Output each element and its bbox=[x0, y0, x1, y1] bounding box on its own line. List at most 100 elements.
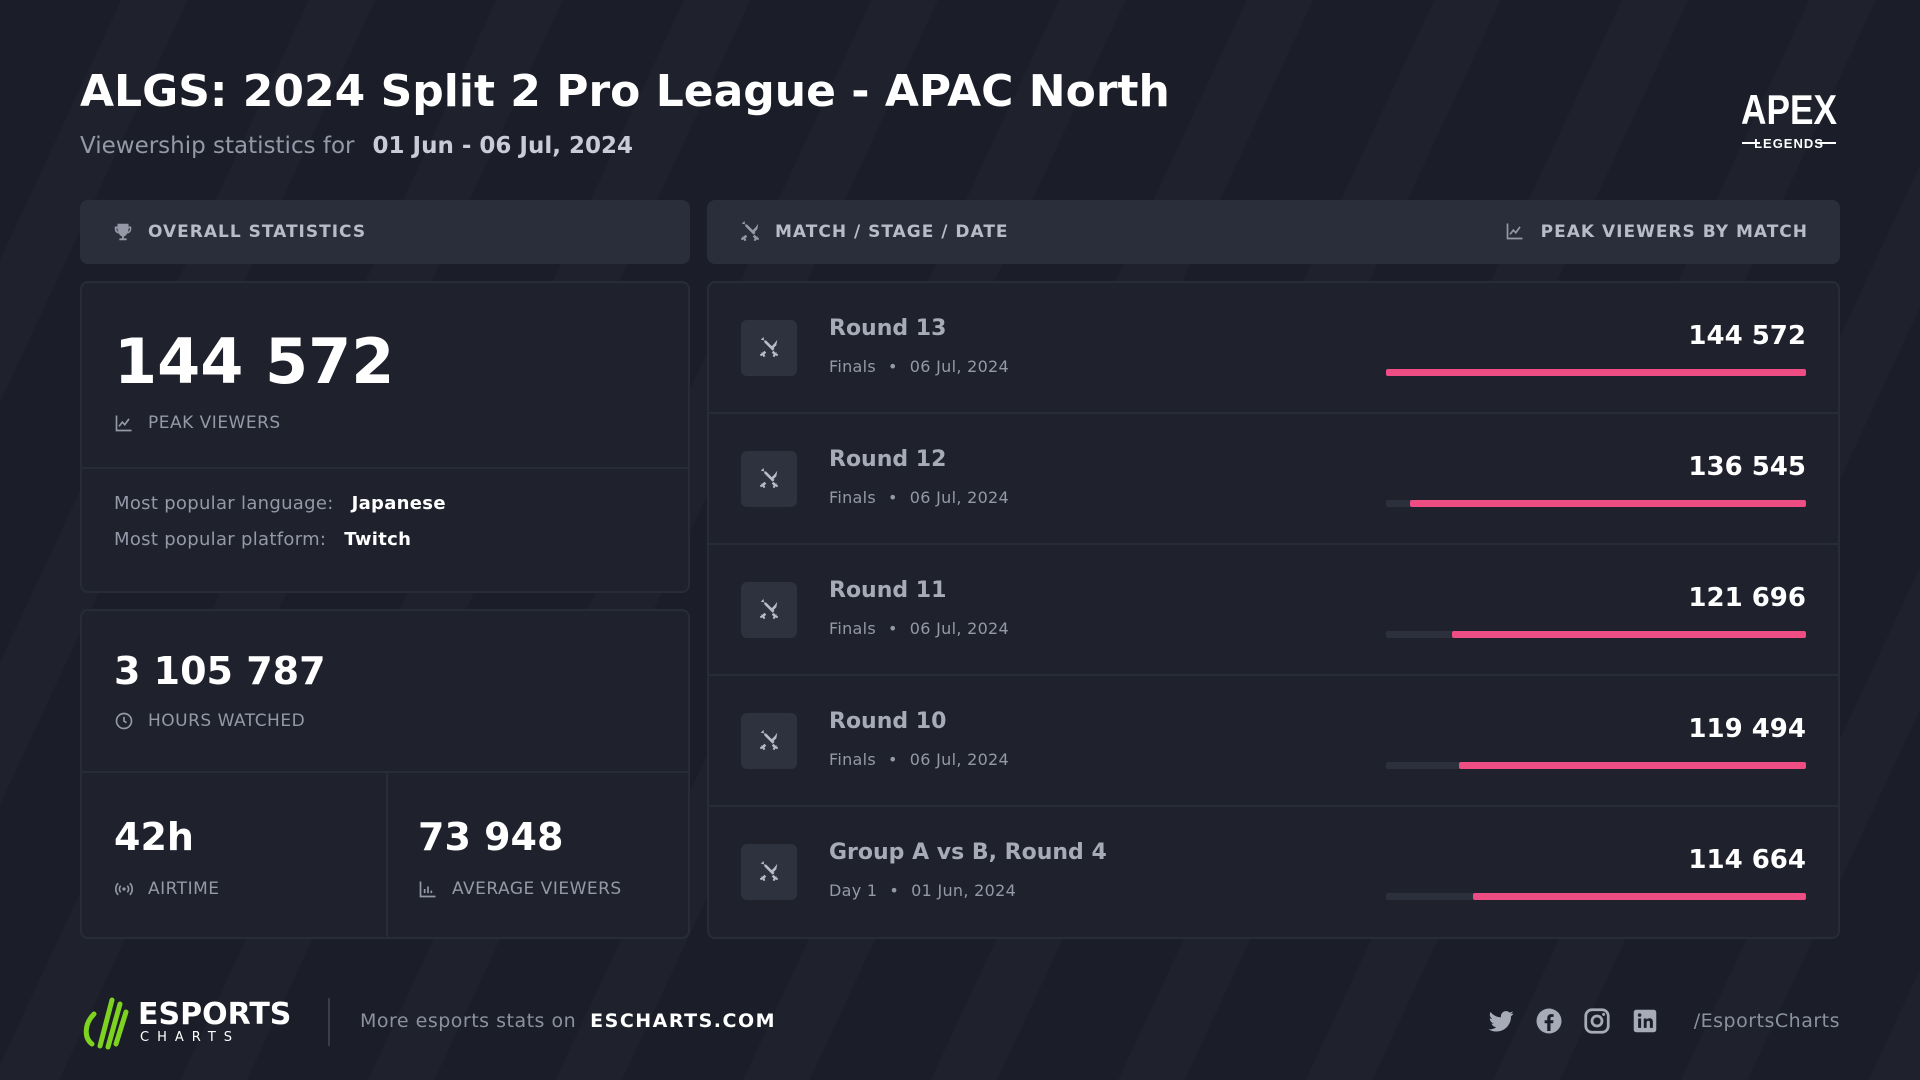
peak-viewers-label: PEAK VIEWERS bbox=[148, 413, 281, 433]
subtitle-prefix: Viewership statistics for bbox=[80, 133, 355, 159]
match-row: Round 10 Finals • 06 Jul, 2024 119 494 bbox=[709, 676, 1838, 807]
airtime-value: 42h bbox=[114, 815, 194, 859]
match-row: Round 11 Finals • 06 Jul, 2024 121 696 bbox=[709, 545, 1838, 676]
popular-platform-row: Most popular platform: Twitch bbox=[114, 529, 411, 550]
match-peak-value: 119 494 bbox=[1688, 714, 1806, 744]
match-date: 06 Jul, 2024 bbox=[909, 357, 1010, 376]
footer-divider bbox=[328, 998, 330, 1046]
popular-language-value: Japanese bbox=[351, 493, 446, 514]
match-meta: Finals • 06 Jul, 2024 bbox=[829, 619, 1010, 638]
match-list-header: MATCH / STAGE / DATE PEAK VIEWERS BY MAT… bbox=[707, 200, 1840, 264]
row-divider bbox=[709, 805, 1838, 807]
peak-bar-track bbox=[1386, 369, 1806, 376]
logo-main-text: ESPORTS bbox=[138, 996, 292, 1032]
hours-watched-card: 3 105 787 HOURS WATCHED 42h AIRTIME 73 9… bbox=[80, 609, 690, 939]
peak-bar-fill bbox=[1452, 631, 1806, 638]
bar-chart-icon bbox=[418, 879, 438, 899]
average-viewers-label: AVERAGE VIEWERS bbox=[452, 879, 622, 899]
crossed-swords-icon bbox=[741, 451, 797, 507]
row-divider bbox=[709, 674, 1838, 676]
divider bbox=[82, 467, 688, 469]
match-stage: Finals bbox=[829, 488, 877, 507]
logo-sub-text: CHARTS bbox=[140, 1029, 241, 1045]
instagram-icon[interactable] bbox=[1582, 1006, 1612, 1036]
apex-logo-subtext: LEGENDS bbox=[1754, 136, 1824, 151]
trophy-icon bbox=[112, 221, 134, 243]
airtime-label: AIRTIME bbox=[148, 879, 220, 899]
peak-viewers-card: 144 572 PEAK VIEWERS Most popular langua… bbox=[80, 281, 690, 593]
site-link[interactable]: ESCHARTS.COM bbox=[590, 1010, 777, 1032]
match-meta: Day 1 • 01 Jun, 2024 bbox=[829, 881, 1017, 900]
esports-charts-logo[interactable]: ESPORTS CHARTS bbox=[80, 994, 291, 1050]
match-date: 06 Jul, 2024 bbox=[909, 619, 1010, 638]
facebook-icon[interactable] bbox=[1534, 1006, 1564, 1036]
match-stage: Finals bbox=[829, 750, 877, 769]
match-peak-value: 114 664 bbox=[1688, 845, 1806, 875]
page-header: ALGS: 2024 Split 2 Pro League - APAC Nor… bbox=[80, 66, 1170, 159]
overall-statistics-heading: OVERALL STATISTICS bbox=[148, 222, 367, 242]
more-stats-label: More esports stats on bbox=[360, 1010, 577, 1032]
esports-charts-mark-icon bbox=[83, 997, 129, 1050]
popular-platform-value: Twitch bbox=[344, 529, 412, 550]
footer: ESPORTS CHARTS More esports stats on ESCH… bbox=[80, 990, 1840, 1054]
peak-viewers-heading: PEAK VIEWERS BY MATCH bbox=[1540, 222, 1808, 242]
popular-platform-label: Most popular platform: bbox=[114, 529, 327, 550]
linkedin-icon[interactable] bbox=[1630, 1006, 1660, 1036]
match-peak-value: 144 572 bbox=[1688, 321, 1806, 351]
match-stage: Finals bbox=[829, 619, 877, 638]
hours-watched-value: 3 105 787 bbox=[114, 649, 326, 693]
average-viewers-label-row: AVERAGE VIEWERS bbox=[418, 879, 622, 899]
popular-language-row: Most popular language: Japanese bbox=[114, 493, 446, 514]
match-name: Round 10 bbox=[829, 709, 947, 734]
crossed-swords-icon bbox=[741, 844, 797, 900]
more-stats-text: More esports stats on ESCHARTS.COM bbox=[360, 1010, 776, 1032]
social-handle[interactable]: /EsportsCharts bbox=[1693, 1010, 1840, 1032]
match-row: Round 12 Finals • 06 Jul, 2024 136 545 bbox=[709, 414, 1838, 545]
hours-watched-label: HOURS WATCHED bbox=[148, 711, 306, 731]
peak-bar-fill bbox=[1386, 369, 1806, 376]
peak-bar-track bbox=[1386, 500, 1806, 507]
peak-bar-track bbox=[1386, 631, 1806, 638]
match-row: Round 13 Finals • 06 Jul, 2024 144 572 bbox=[709, 283, 1838, 414]
peak-bar-track bbox=[1386, 762, 1806, 769]
peak-bar-fill bbox=[1409, 500, 1806, 507]
hours-watched-label-row: HOURS WATCHED bbox=[114, 711, 305, 731]
crossed-swords-icon bbox=[741, 320, 797, 376]
page-title: ALGS: 2024 Split 2 Pro League - APAC Nor… bbox=[80, 66, 1170, 117]
vertical-divider bbox=[386, 773, 388, 937]
crossed-swords-icon bbox=[741, 713, 797, 769]
page-subtitle: Viewership statistics for 01 Jun - 06 Jul… bbox=[80, 133, 1170, 159]
broadcast-icon bbox=[114, 879, 134, 899]
peak-bar-fill bbox=[1458, 762, 1806, 769]
match-meta: Finals • 06 Jul, 2024 bbox=[829, 357, 1010, 376]
date-range: 01 Jun - 06 Jul, 2024 bbox=[372, 133, 633, 159]
peak-bar-track bbox=[1386, 893, 1806, 900]
match-stage: Finals bbox=[829, 357, 877, 376]
match-name: Round 12 bbox=[829, 447, 947, 472]
match-stage: Day 1 bbox=[829, 881, 878, 900]
match-date: 06 Jul, 2024 bbox=[909, 750, 1010, 769]
match-meta: Finals • 06 Jul, 2024 bbox=[829, 750, 1010, 769]
crossed-swords-icon bbox=[739, 221, 761, 243]
overall-statistics-header: OVERALL STATISTICS bbox=[80, 200, 690, 264]
chart-icon bbox=[114, 413, 134, 433]
crossed-swords-icon bbox=[741, 582, 797, 638]
match-name: Round 13 bbox=[829, 316, 947, 341]
apex-logo-text: APEX bbox=[1741, 86, 1837, 133]
match-date: 01 Jun, 2024 bbox=[911, 881, 1017, 900]
row-divider bbox=[709, 543, 1838, 545]
average-viewers-value: 73 948 bbox=[418, 815, 564, 859]
popular-language-label: Most popular language: bbox=[114, 493, 334, 514]
match-name: Group A vs B, Round 4 bbox=[829, 840, 1107, 865]
clock-icon bbox=[114, 711, 134, 731]
divider bbox=[82, 771, 688, 773]
match-peak-value: 121 696 bbox=[1688, 583, 1806, 613]
airtime-label-row: AIRTIME bbox=[114, 879, 220, 899]
match-name: Round 11 bbox=[829, 578, 947, 603]
apex-legends-logo: APEX LEGENDS bbox=[1741, 86, 1837, 151]
twitter-icon[interactable] bbox=[1486, 1006, 1516, 1036]
peak-viewers-value: 144 572 bbox=[114, 325, 395, 398]
match-list-heading: MATCH / STAGE / DATE bbox=[775, 222, 1009, 242]
peak-viewers-label-row: PEAK VIEWERS bbox=[114, 413, 281, 433]
peak-bar-fill bbox=[1472, 893, 1806, 900]
